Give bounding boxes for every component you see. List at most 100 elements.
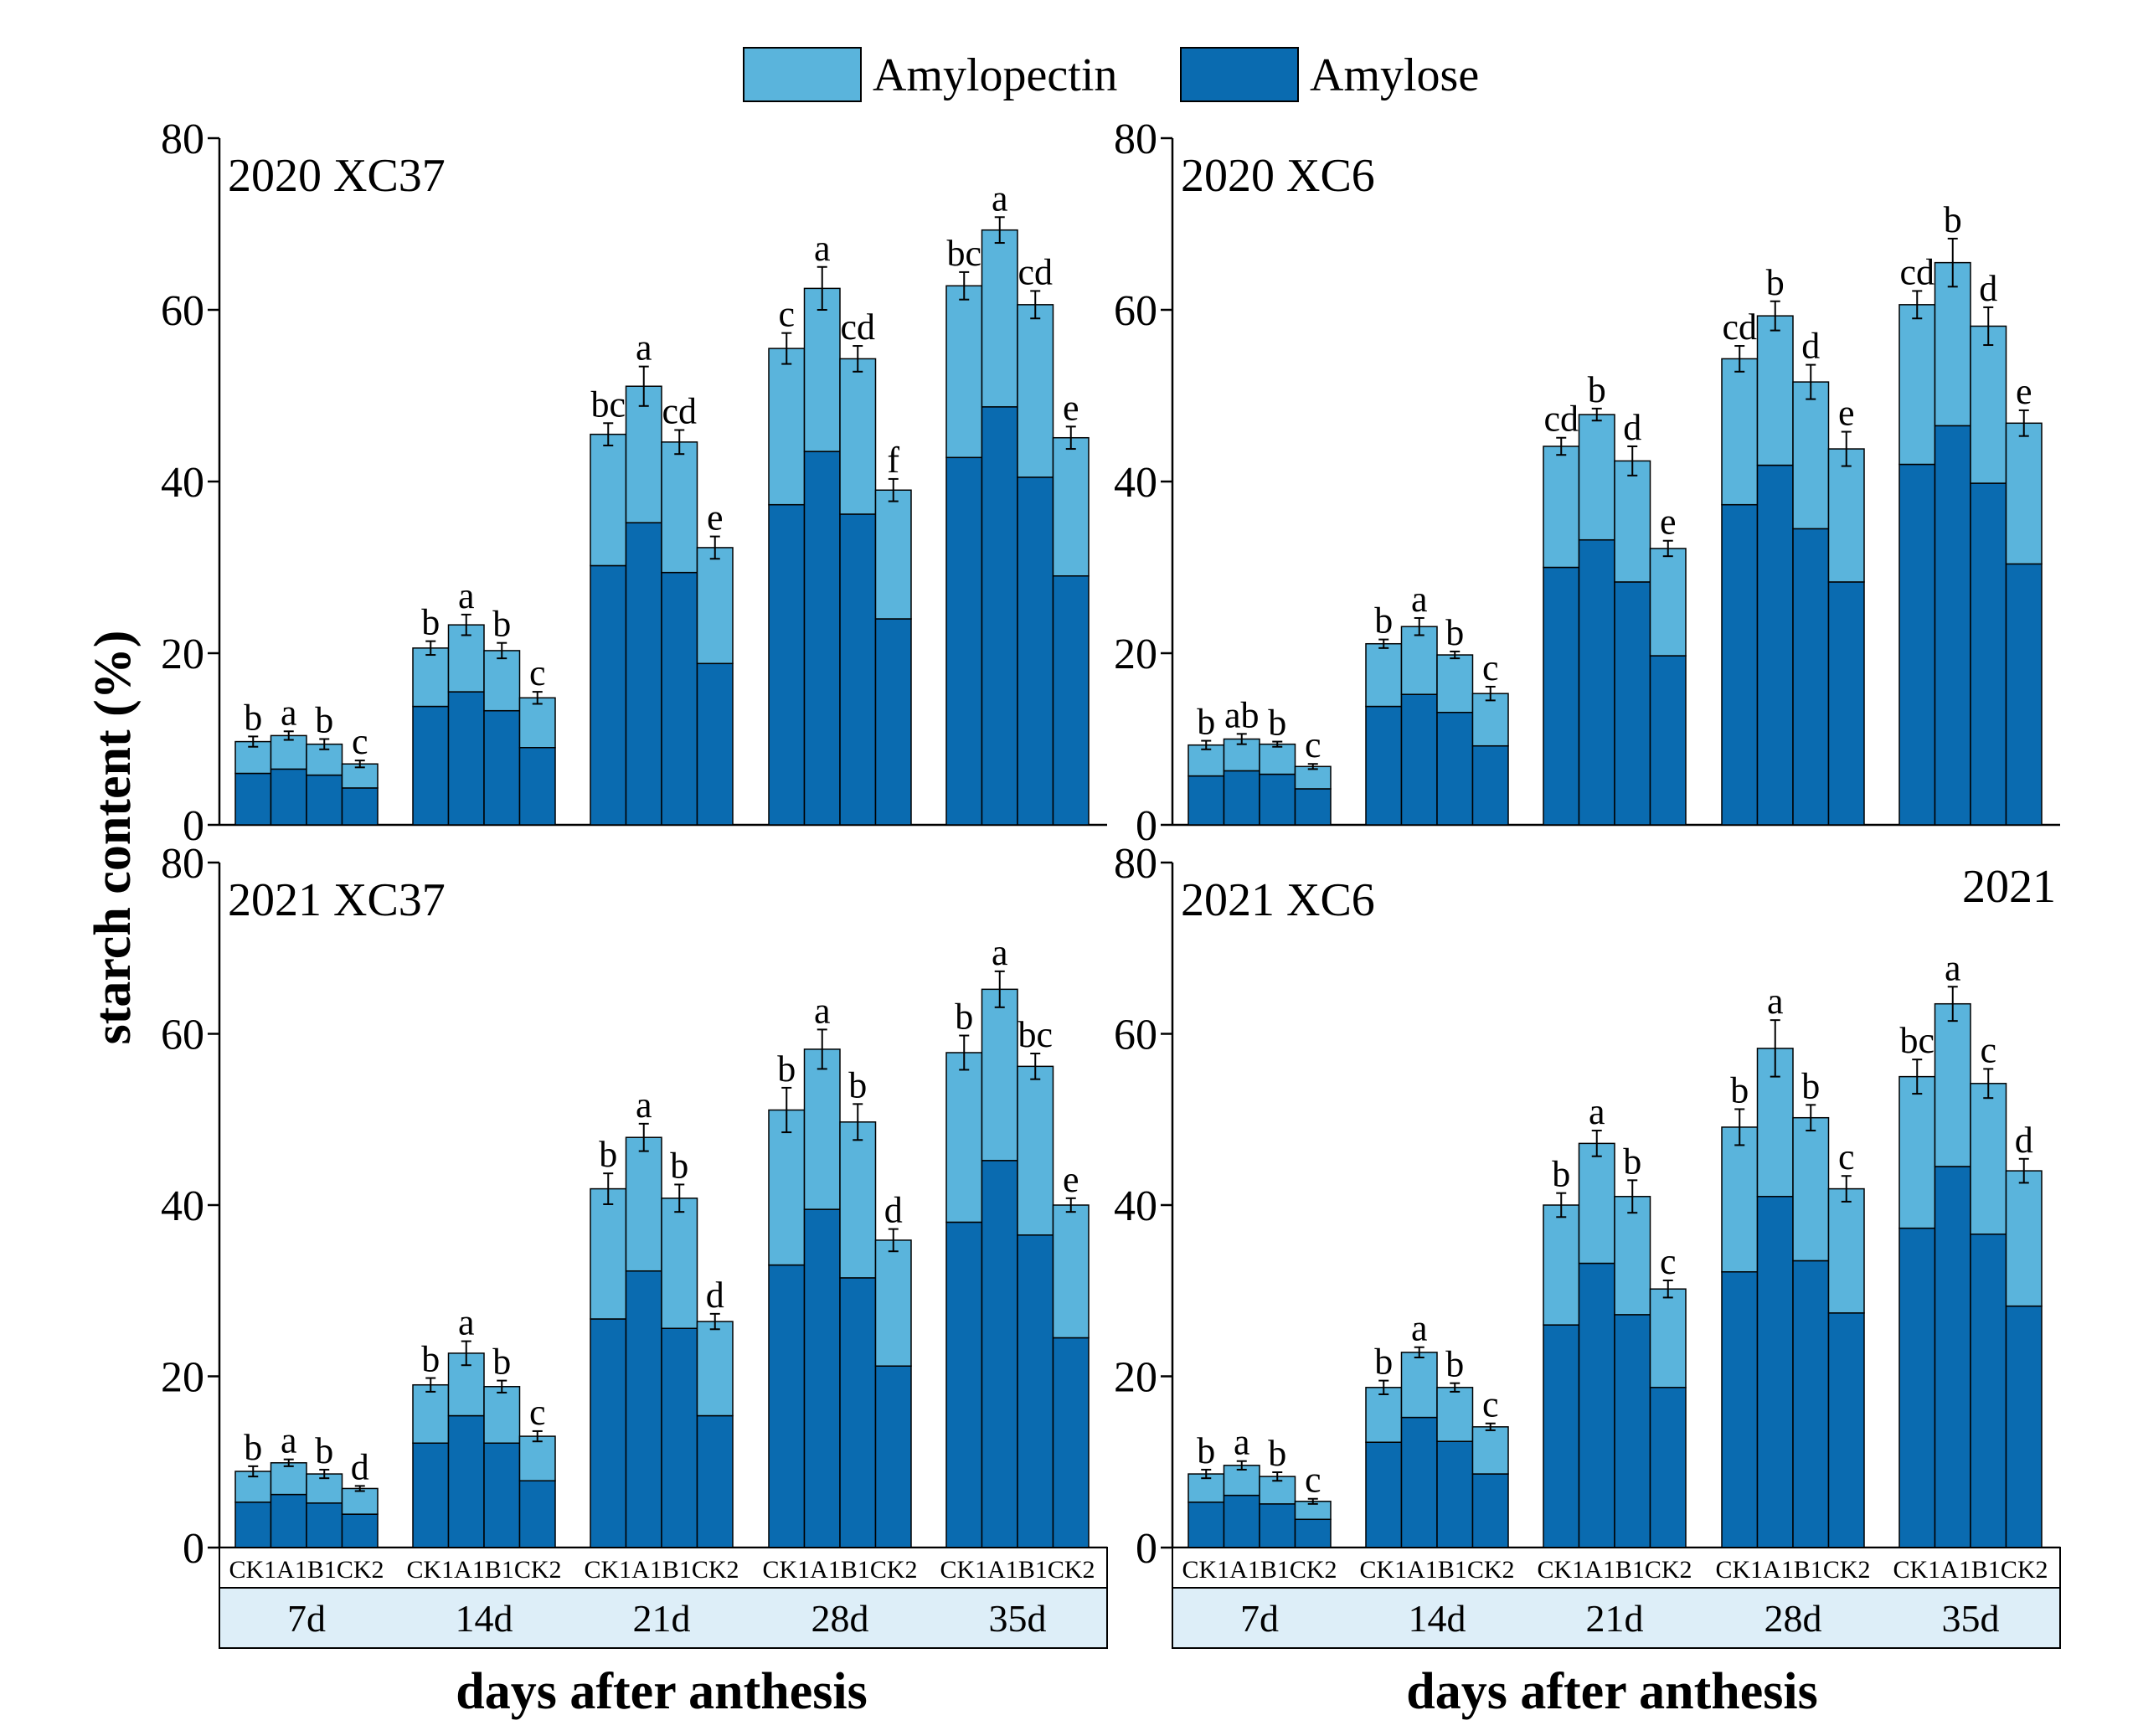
y-tick-label: 60 — [1114, 287, 1157, 335]
bar-amylopectin — [1649, 548, 1687, 657]
bar-amylose — [1792, 528, 1830, 826]
bar-amylose — [1052, 575, 1090, 826]
bar-amylose — [696, 1414, 734, 1548]
bar-amylose — [412, 1442, 450, 1548]
bar-amylopectin — [661, 1198, 698, 1329]
significance-letter: a — [992, 932, 1008, 973]
significance-letter: c — [1305, 1460, 1321, 1501]
treatment-labels: CK1A1B1CK2 — [584, 1556, 739, 1584]
bar-amylose — [1543, 1324, 1580, 1548]
bar-amylose — [1017, 1234, 1054, 1548]
bar-amylose — [306, 1502, 343, 1548]
bar-amylopectin — [839, 1121, 877, 1279]
significance-letter: b — [244, 1427, 262, 1468]
significance-letter: c — [1482, 1384, 1499, 1425]
bar-amylose — [768, 503, 806, 826]
significance-letter: cd — [1543, 399, 1579, 440]
bar-amylopectin — [1543, 1204, 1580, 1326]
significance-letter: b — [1588, 369, 1606, 410]
y-tick-label: 0 — [1136, 1525, 1157, 1573]
significance-letter: cd — [1899, 251, 1935, 292]
y-tick-label: 60 — [161, 1012, 204, 1059]
bar-amylose — [1400, 693, 1438, 826]
bar-amylose — [661, 571, 698, 826]
bar-amylose — [1052, 1337, 1090, 1548]
significance-letter: c — [1980, 1029, 1996, 1070]
bar-amylopectin — [1721, 358, 1759, 506]
bar-amylose — [447, 691, 485, 826]
y-tick-label: 0 — [183, 1525, 204, 1573]
y-tick-label: 80 — [161, 116, 204, 163]
day-label: 7d — [287, 1597, 326, 1640]
bar-amylose — [661, 1327, 698, 1548]
significance-letter: b — [421, 1339, 440, 1380]
bar-amylopectin — [1259, 743, 1296, 775]
bar-amylose — [1471, 1473, 1509, 1548]
significance-letter: c — [529, 652, 546, 693]
significance-letter: b — [1197, 1430, 1215, 1471]
bar-amylose — [234, 1502, 272, 1548]
bar-amylopectin — [1970, 325, 2007, 484]
bar-amylopectin — [1436, 1387, 1474, 1442]
bar-amylose — [483, 709, 521, 826]
bar-amylopectin — [1052, 1204, 1090, 1339]
significance-letter: b — [1268, 1433, 1286, 1474]
bar-amylose — [1400, 1416, 1438, 1548]
significance-letter: b — [315, 1430, 333, 1471]
bar-amylopectin — [2005, 1170, 2043, 1307]
bar-amylopectin — [1898, 1075, 1936, 1229]
bar-amylopectin — [1365, 1387, 1403, 1443]
y-axis-label: starch content (%) — [85, 631, 142, 1045]
bar-amylose — [803, 451, 841, 826]
significance-letter: c — [1838, 1136, 1855, 1177]
treatment-labels: CK1A1B1CK2 — [406, 1556, 561, 1584]
significance-letter: b — [1374, 600, 1393, 641]
treatment-labels: CK1A1B1CK2 — [1893, 1556, 2048, 1584]
bar-amylose — [1543, 566, 1580, 826]
bar-amylose — [1756, 1196, 1794, 1548]
significance-letter: e — [707, 497, 724, 538]
bar-amylopectin — [1614, 1196, 1651, 1316]
panel-corner-label: 2021 — [1962, 861, 2056, 913]
significance-letter: a — [1411, 1308, 1428, 1349]
bar-amylose — [625, 522, 662, 826]
legend: Amylopectin Amylose — [743, 47, 1479, 102]
bar-amylose — [1187, 1502, 1225, 1548]
treatment-labels: CK1A1B1CK2 — [762, 1556, 917, 1584]
bar-amylose — [412, 705, 450, 826]
bar-amylose — [1792, 1260, 1830, 1548]
significance-letter: b — [244, 697, 262, 738]
day-band — [219, 1587, 1108, 1649]
bar-amylose — [1223, 770, 1260, 826]
significance-letter: c — [1482, 647, 1499, 688]
bar-amylose — [1827, 581, 1865, 826]
bar-amylopectin — [1543, 446, 1580, 569]
bar-amylopectin — [1898, 304, 1936, 466]
day-label: 21d — [633, 1597, 691, 1640]
bar-amylopectin — [590, 1187, 627, 1320]
bar-amylopectin — [483, 650, 521, 712]
y-tick-label: 40 — [1114, 459, 1157, 507]
bar-amylose — [590, 1318, 627, 1548]
bar-amylopectin — [1827, 1187, 1865, 1314]
bar-amylose — [803, 1208, 841, 1548]
day-label: 14d — [456, 1597, 513, 1640]
significance-letter: b — [1268, 703, 1286, 744]
significance-letter: b — [670, 1145, 688, 1186]
bar-amylopectin — [661, 441, 698, 574]
significance-letter: bc — [1899, 1020, 1935, 1061]
panel-title: 2020 XC37 — [228, 150, 446, 202]
significance-letter: e — [2016, 371, 2032, 412]
treatment-row — [219, 1547, 1108, 1589]
significance-letter: a — [1234, 1422, 1250, 1463]
day-label: 28d — [811, 1597, 869, 1640]
panel-title: 2021 XC6 — [1181, 874, 1375, 926]
bar-amylopectin — [1970, 1083, 2007, 1235]
bar-amylose — [2005, 1305, 2043, 1548]
significance-letter: c — [352, 721, 368, 762]
bar-amylopectin — [1471, 1426, 1509, 1475]
bar-amylopectin — [696, 547, 734, 665]
bar-amylopectin — [1052, 436, 1090, 577]
